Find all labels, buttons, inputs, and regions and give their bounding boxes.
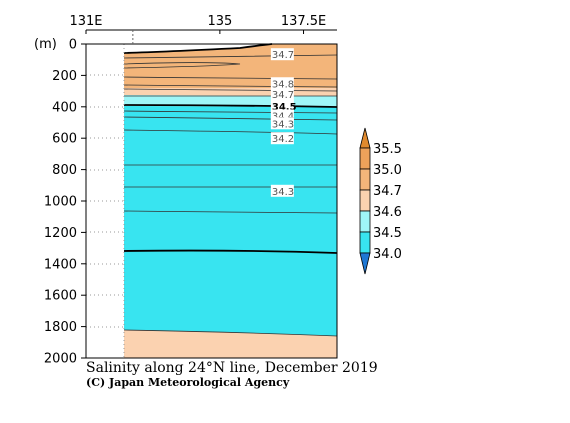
colorbar-top-triangle [359,127,371,149]
y-tick-label: 1400 [44,257,77,272]
colorbar-level-label: 35.0 [373,163,402,178]
y-tick-label: 600 [52,132,77,147]
y-ticks: 0 200 400 600 800 1000 1200 1400 1600 1800 2000 [44,38,86,367]
contour-label: 34.7 [272,90,294,101]
colorbar: 34.0 34.5 34.6 34.7 35.0 35.5 [359,127,402,275]
chart-title: Salinity along 24°N line, December 2019 [86,360,378,376]
contour-line [123,110,338,114]
y-tick-label: 1600 [44,289,77,304]
contour-line-34-0-surface [123,43,273,54]
y-tick-label: 1800 [44,320,77,335]
credit-text: (C) Japan Meteorological Agency [86,376,290,389]
colorbar-34-6-to-34-7 [359,189,371,212]
x-tick-label: 131E [69,14,102,29]
y-unit-label: (m) [34,37,57,52]
contour-label-box [270,88,294,101]
contour-line [123,88,338,92]
x-ticks: 131E 135 137.5E [69,14,326,44]
contour-lines [123,54,338,337]
y-tick-label: 1200 [44,226,77,241]
colorbar-34-5-to-34-6 [359,210,371,233]
contour-label: 34.3 [272,119,294,130]
contour-label: 34.8 [272,79,294,90]
plot-area: 34.734.834.734.534.434.334.234.3 [85,43,338,359]
region-bottom-34-6-to-34-7 [124,330,337,358]
colorbar-level-label: 34.5 [373,226,402,241]
contour-label: 34.3 [272,187,294,198]
x-tick-label: 135 [207,14,232,29]
colorbar-level-label: 34.6 [373,205,402,220]
contour-label-box [270,100,294,113]
contour-line [123,84,338,88]
region-surface-low [124,44,272,53]
bold-contour-lines [123,43,338,254]
colorbar-level-label: 34.0 [373,247,402,262]
contour-label-box [270,117,294,130]
contour-labels: 34.734.834.734.534.434.334.234.3 [270,48,297,198]
y-tick-label: 800 [52,163,77,178]
colorbar-level-label: 35.5 [373,142,402,157]
y-tick-label: 200 [52,69,77,84]
colorbar-34-0-to-34-5 [359,231,371,254]
region-34-6-to-34-7 [124,87,337,96]
contour-label: 34.7 [272,50,294,61]
contour-label-box [270,48,294,61]
colorbar-34-7-to-35-0 [359,168,371,191]
colorbar-level-label: 34.7 [373,184,402,199]
contour-label-box [270,77,294,90]
y-tick-label: 2000 [44,352,77,367]
contour-line [123,210,338,214]
contour-label-box [270,132,294,145]
y-tick-label: 400 [52,100,77,115]
contour-label: 34.4 [272,111,294,122]
depth-gridlines [86,44,125,358]
contour-label: 34.5 [272,102,297,113]
contour-line [123,62,241,69]
contour-line [123,116,338,121]
contour-line [123,129,338,135]
colorbar-bottom-triangle [359,252,371,275]
y-tick-label: 1000 [44,195,77,210]
y-axis: (m) 0 200 400 600 800 1000 1200 1400 1600 1800 200… [34,37,86,367]
contour-line [123,54,338,59]
contour-line-34-5-deep [123,249,338,254]
contour-line [123,329,338,337]
contour-label-box [270,184,294,197]
contour-line-34-5 [123,104,338,108]
colorbar-35-0-to-35-5 [359,147,371,170]
y-tick-label: 0 [69,38,77,53]
x-axis: 131E 135 137.5E [69,14,337,44]
x-tick-label: 137.5E [281,14,326,29]
contour-label: 34.2 [272,134,294,145]
contour-line [123,76,338,80]
region-34-7-to-35-0 [124,53,337,88]
